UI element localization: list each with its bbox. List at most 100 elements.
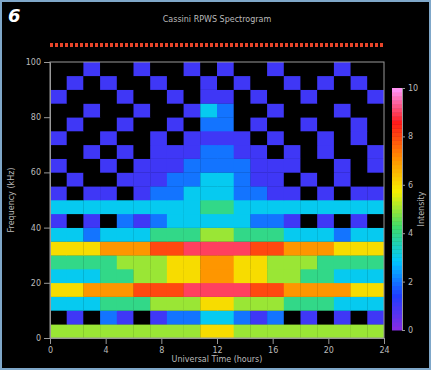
tick: 0 [36,334,50,343]
cell [100,269,117,283]
cell [100,117,117,131]
cell [117,297,134,311]
cell [50,324,67,338]
cell [134,297,151,311]
cell [317,145,334,159]
cell [284,76,301,90]
cell [334,310,351,324]
cell [334,186,351,200]
colorbar-swatch [392,310,402,315]
colorbar-swatch [392,161,402,166]
cell [334,241,351,255]
cell [367,62,384,76]
cell [184,283,201,297]
cell [150,145,167,159]
colorbar-swatch [392,225,402,230]
cell [250,214,267,228]
cell [351,255,368,269]
cell [184,297,201,311]
tick-label: 24 [379,346,389,355]
colorbar-swatch [392,233,402,238]
tick-mark [402,185,405,186]
cell [217,269,234,283]
cell [167,90,184,104]
tick-mark [44,228,50,229]
cell [351,159,368,173]
colorbar-swatch [392,92,402,97]
cell [267,297,284,311]
cell [301,297,318,311]
cell [317,159,334,173]
colorbar-swatch [392,185,402,190]
cell [301,186,318,200]
cell [234,131,251,145]
cell [250,283,267,297]
cell [234,145,251,159]
cell [267,228,284,242]
cell [234,228,251,242]
cell [317,283,334,297]
cell [267,214,284,228]
cell [317,214,334,228]
cell [200,186,217,200]
cell [150,76,167,90]
colorbar-swatch [392,116,402,121]
colorbar-swatch [392,140,402,145]
cell [267,241,284,255]
cell [117,117,134,131]
tick-mark [44,283,50,284]
cell [267,269,284,283]
cell [317,255,334,269]
tick-mark [402,330,405,331]
cell [234,269,251,283]
cell [83,241,100,255]
cell [234,186,251,200]
cell [351,228,368,242]
colorbar-swatch [392,314,402,319]
cell [150,269,167,283]
cell [334,145,351,159]
colorbar-swatch [392,197,402,202]
cell [267,324,284,338]
cell [317,241,334,255]
cell [134,145,151,159]
cell [301,62,318,76]
tick-mark [402,282,405,283]
tick: 8 [159,338,164,355]
colorbar-swatch [392,265,402,270]
cell [117,76,134,90]
cell [167,76,184,90]
cell [134,76,151,90]
cell [284,324,301,338]
cell [67,324,84,338]
tick-label: 2 [408,278,413,287]
tick: 60 [31,168,50,177]
cell [83,186,100,200]
cell [351,76,368,90]
cell [100,172,117,186]
colorbar-swatch [392,306,402,311]
cell [117,103,134,117]
cell [317,117,334,131]
cell [334,269,351,283]
tick-label: 20 [31,279,41,288]
cell [200,241,217,255]
cell [134,228,151,242]
cell [267,283,284,297]
cell [150,255,167,269]
cell [317,324,334,338]
cell [334,172,351,186]
cell [67,76,84,90]
colorbar-swatch [392,282,402,287]
cell [301,241,318,255]
cell [367,269,384,283]
colorbar-swatch [392,290,402,295]
cell [367,103,384,117]
cell [267,62,284,76]
axis-line [402,89,403,331]
colorbar-swatch [392,104,402,109]
cell [234,90,251,104]
cell [234,324,251,338]
cell [250,76,267,90]
cell [284,90,301,104]
